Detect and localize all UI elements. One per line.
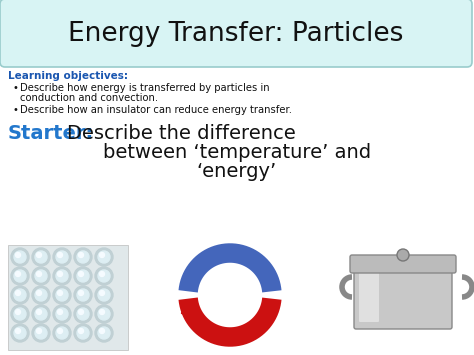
Circle shape	[53, 286, 71, 304]
Circle shape	[53, 267, 71, 285]
Circle shape	[98, 308, 110, 320]
Text: Describe how an insulator can reduce energy transfer.: Describe how an insulator can reduce ene…	[20, 105, 292, 115]
Circle shape	[32, 267, 50, 285]
Circle shape	[35, 289, 47, 301]
Circle shape	[16, 252, 20, 257]
Circle shape	[14, 289, 26, 301]
Circle shape	[95, 305, 113, 323]
FancyBboxPatch shape	[354, 265, 452, 329]
Text: •: •	[12, 105, 18, 115]
Circle shape	[14, 251, 26, 263]
Circle shape	[16, 290, 20, 295]
Circle shape	[53, 305, 71, 323]
Circle shape	[36, 328, 42, 333]
Circle shape	[77, 327, 89, 339]
Circle shape	[35, 327, 47, 339]
Circle shape	[36, 252, 42, 257]
Circle shape	[57, 310, 63, 315]
Circle shape	[98, 289, 110, 301]
Circle shape	[16, 328, 20, 333]
Text: Energy Transfer: Particles: Energy Transfer: Particles	[68, 21, 404, 47]
Circle shape	[32, 305, 50, 323]
Circle shape	[98, 251, 110, 263]
Circle shape	[36, 310, 42, 315]
Circle shape	[79, 290, 83, 295]
Circle shape	[57, 290, 63, 295]
Text: Learning objectives:: Learning objectives:	[8, 71, 128, 81]
Circle shape	[56, 289, 68, 301]
Circle shape	[56, 270, 68, 282]
Circle shape	[95, 324, 113, 342]
Circle shape	[11, 248, 29, 266]
Circle shape	[74, 305, 92, 323]
Circle shape	[35, 308, 47, 320]
Circle shape	[79, 252, 83, 257]
Circle shape	[77, 270, 89, 282]
Circle shape	[16, 310, 20, 315]
Circle shape	[77, 289, 89, 301]
Circle shape	[11, 286, 29, 304]
Circle shape	[32, 324, 50, 342]
Circle shape	[100, 252, 104, 257]
Circle shape	[11, 267, 29, 285]
Circle shape	[100, 290, 104, 295]
Circle shape	[32, 286, 50, 304]
Circle shape	[53, 324, 71, 342]
Circle shape	[100, 272, 104, 277]
Circle shape	[74, 286, 92, 304]
Circle shape	[53, 248, 71, 266]
Circle shape	[79, 272, 83, 277]
Circle shape	[79, 328, 83, 333]
Text: conduction and convection.: conduction and convection.	[20, 93, 158, 103]
FancyBboxPatch shape	[350, 255, 456, 273]
Circle shape	[100, 328, 104, 333]
Circle shape	[98, 270, 110, 282]
Circle shape	[74, 324, 92, 342]
Circle shape	[74, 267, 92, 285]
Circle shape	[14, 308, 26, 320]
Text: Describe how energy is transferred by particles in: Describe how energy is transferred by pa…	[20, 83, 270, 93]
Text: Describe the difference: Describe the difference	[67, 124, 296, 143]
Circle shape	[56, 327, 68, 339]
Text: Starter:: Starter:	[8, 124, 94, 143]
Circle shape	[77, 251, 89, 263]
Circle shape	[56, 308, 68, 320]
Circle shape	[16, 272, 20, 277]
Circle shape	[77, 308, 89, 320]
FancyBboxPatch shape	[8, 245, 128, 350]
Circle shape	[14, 327, 26, 339]
Circle shape	[11, 324, 29, 342]
Circle shape	[397, 249, 409, 261]
Circle shape	[79, 310, 83, 315]
Circle shape	[57, 272, 63, 277]
Circle shape	[95, 267, 113, 285]
Circle shape	[56, 251, 68, 263]
Circle shape	[57, 328, 63, 333]
Circle shape	[100, 310, 104, 315]
Circle shape	[95, 286, 113, 304]
Circle shape	[57, 252, 63, 257]
FancyBboxPatch shape	[359, 270, 379, 322]
Text: ‘energy’: ‘energy’	[197, 162, 277, 181]
FancyBboxPatch shape	[0, 0, 472, 67]
Circle shape	[14, 270, 26, 282]
Circle shape	[36, 290, 42, 295]
Circle shape	[35, 270, 47, 282]
Circle shape	[32, 248, 50, 266]
Circle shape	[74, 248, 92, 266]
Text: •: •	[12, 83, 18, 93]
Text: between ‘temperature’ and: between ‘temperature’ and	[103, 143, 371, 162]
Circle shape	[98, 327, 110, 339]
Circle shape	[11, 305, 29, 323]
Circle shape	[95, 248, 113, 266]
Circle shape	[36, 272, 42, 277]
Circle shape	[35, 251, 47, 263]
